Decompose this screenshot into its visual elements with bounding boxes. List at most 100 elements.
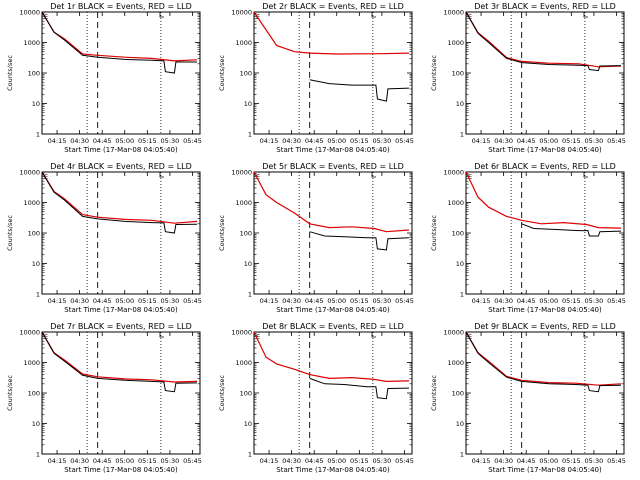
x-tick-label: 04:30: [494, 137, 513, 145]
corner-bracket: [371, 172, 376, 178]
x-tick-label: 04:45: [517, 137, 536, 145]
x-tick-label: 05:30: [373, 297, 392, 305]
x-tick-label: 05:45: [395, 297, 414, 305]
x-axis-label: Start Time (17-Mar-08 04:05:40): [488, 306, 602, 314]
y-tick-label: 10: [244, 420, 252, 428]
plot-title: Det 9r BLACK = Events, RED = LLD: [474, 322, 616, 331]
x-tick-label: 04:15: [472, 137, 491, 145]
y-tick-label: 100: [240, 229, 252, 237]
events-series-line: [309, 231, 410, 251]
y-tick-label: 100: [452, 229, 464, 237]
x-tick-label: 05:15: [350, 457, 369, 465]
x-tick-label: 05:30: [373, 457, 392, 465]
x-tick-label: 05:45: [395, 457, 414, 465]
x-tick-label: 05:15: [350, 137, 369, 145]
plot-title: Det 1r BLACK = Events, RED = LLD: [50, 2, 192, 11]
y-tick-label: 1000: [235, 199, 252, 207]
x-tick-label: 05:45: [607, 137, 626, 145]
plot-frame: [41, 331, 201, 455]
corner-bracket: [159, 332, 164, 338]
x-tick-label: 04:45: [305, 137, 324, 145]
x-tick-label: 05:45: [183, 137, 202, 145]
x-tick-label: 05:15: [350, 297, 369, 305]
plot-panel-4: Det 4r BLACK = Events, RED = LLD 1 10 100 10…: [6, 162, 202, 314]
x-tick-label: 04:45: [517, 297, 536, 305]
x-tick-label: 04:45: [305, 297, 324, 305]
plot-panel-5: Det 5r BLACK = Events, RED = LLD 1 10 100 10…: [218, 162, 414, 314]
y-tick-label: 1: [248, 130, 252, 138]
x-tick-label: 04:45: [305, 457, 324, 465]
x-axis-label: Start Time (17-Mar-08 04:05:40): [276, 466, 390, 474]
x-tick-label: 05:45: [607, 297, 626, 305]
y-tick-label: 1000: [23, 39, 40, 47]
events-series-line: [42, 172, 198, 234]
x-tick-label: 05:15: [562, 297, 581, 305]
y-tick-label: 1000: [235, 39, 252, 47]
x-tick-label: 04:30: [70, 297, 89, 305]
y-tick-label: 1000: [23, 199, 40, 207]
lld-series-line: [466, 172, 622, 229]
y-tick-label: 1000: [447, 39, 464, 47]
y-tick-label: 1: [36, 450, 40, 458]
corner-bracket: [583, 332, 588, 338]
x-tick-label: 04:15: [48, 457, 67, 465]
x-tick-label: 05:00: [539, 137, 558, 145]
y-tick-label: 10000: [19, 8, 40, 16]
plot-panel-7: Det 7r BLACK = Events, RED = LLD 1 10 100 10…: [6, 322, 202, 474]
y-tick-label: 1000: [447, 199, 464, 207]
y-tick-label: 10000: [231, 8, 252, 16]
x-tick-label: 04:15: [472, 297, 491, 305]
x-axis-label: Start Time (17-Mar-08 04:05:40): [64, 306, 178, 314]
plot-frame: [253, 331, 413, 455]
corner-bracket: [159, 12, 164, 18]
events-series-line: [521, 223, 622, 237]
y-tick-label: 10: [244, 260, 252, 268]
y-tick-label: 1: [36, 290, 40, 298]
x-tick-label: 04:45: [93, 297, 112, 305]
y-tick-label: 10000: [443, 168, 464, 176]
y-tick-label: 10: [32, 420, 40, 428]
y-tick-label: 1: [460, 450, 464, 458]
y-tick-label: 1: [460, 290, 464, 298]
y-tick-label: 10: [32, 100, 40, 108]
plot-title: Det 4r BLACK = Events, RED = LLD: [50, 162, 192, 171]
y-axis-label: Counts/sec: [430, 375, 438, 411]
plot-panel-8: Det 8r BLACK = Events, RED = LLD 1 10 100 10…: [218, 322, 414, 474]
plot-frame: [41, 11, 201, 135]
y-tick-label: 100: [452, 69, 464, 77]
x-tick-label: 04:30: [282, 137, 301, 145]
x-tick-label: 05:00: [539, 297, 558, 305]
plot-title: Det 6r BLACK = Events, RED = LLD: [474, 162, 616, 171]
events-series-line: [42, 12, 197, 74]
corner-marker: E: [468, 333, 472, 341]
y-tick-label: 10: [32, 260, 40, 268]
y-tick-label: 10000: [231, 328, 252, 336]
y-tick-label: 10000: [443, 328, 464, 336]
y-axis-label: Counts/sec: [6, 215, 14, 251]
plot-frame: [41, 171, 201, 295]
y-tick-label: 10: [456, 420, 464, 428]
lld-series-line: [42, 332, 198, 383]
plot-title: Det 2r BLACK = Events, RED = LLD: [262, 2, 404, 11]
x-tick-label: 05:45: [607, 457, 626, 465]
x-tick-label: 05:30: [161, 137, 180, 145]
plot-panel-1: Det 1r BLACK = Events, RED = LLD 1 10 100 10…: [6, 2, 202, 154]
x-tick-label: 05:00: [327, 297, 346, 305]
x-tick-label: 04:15: [260, 457, 279, 465]
y-axis-label: Counts/sec: [218, 55, 226, 91]
corner-bracket: [371, 332, 376, 338]
plot-title: Det 3r BLACK = Events, RED = LLD: [474, 2, 616, 11]
events-series-line: [309, 377, 410, 400]
x-tick-label: 04:15: [48, 297, 67, 305]
plot-frame: [465, 331, 625, 455]
x-tick-label: 04:45: [93, 457, 112, 465]
y-tick-label: 10000: [19, 328, 40, 336]
y-tick-label: 1: [460, 130, 464, 138]
x-tick-label: 04:30: [282, 457, 301, 465]
y-tick-label: 1: [36, 130, 40, 138]
y-axis-label: Counts/sec: [218, 215, 226, 251]
x-tick-label: 05:30: [161, 457, 180, 465]
x-tick-label: 04:45: [93, 137, 112, 145]
x-tick-label: 05:15: [138, 297, 157, 305]
